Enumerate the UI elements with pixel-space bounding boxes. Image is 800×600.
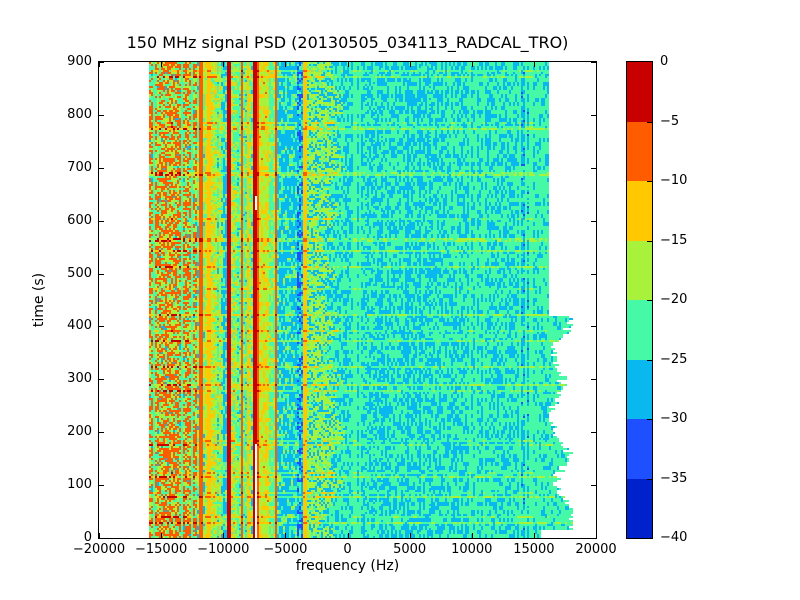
axis-tick: [285, 533, 286, 538]
x-tick-label: −15000: [135, 542, 188, 557]
x-tick-label: −5000: [263, 542, 308, 557]
y-tick-label: 0: [83, 530, 92, 545]
colorbar-tick-label: −15: [660, 232, 688, 248]
y-tick-label: 200: [67, 424, 92, 440]
axis-tick: [285, 62, 286, 67]
axis-tick: [596, 533, 597, 538]
y-tick-label: 500: [67, 265, 92, 281]
axis-tick: [534, 62, 535, 67]
y-tick-label: 900: [67, 54, 92, 69]
x-tick-label: −10000: [197, 542, 250, 557]
axis-tick: [348, 533, 349, 538]
axis-tick: [534, 533, 535, 538]
axis-tick: [99, 533, 100, 538]
axis-tick: [591, 115, 596, 116]
colorbar-segment: [627, 478, 652, 538]
axis-tick: [591, 485, 596, 486]
x-tick-label: 0: [343, 542, 352, 557]
x-tick-label: 5000: [393, 542, 427, 557]
colorbar-segment: [627, 419, 652, 479]
axis-tick: [99, 432, 104, 433]
axis-tick: [647, 122, 652, 123]
axis-tick: [223, 533, 224, 538]
colorbar-segment: [627, 300, 652, 360]
axis-tick: [591, 274, 596, 275]
axis-tick: [591, 62, 596, 63]
colorbar: [626, 61, 653, 539]
axis-tick: [99, 538, 104, 539]
axis-tick: [591, 326, 596, 327]
axis-tick: [647, 181, 652, 182]
x-tick-label: 15000: [513, 542, 555, 557]
axis-tick: [99, 326, 104, 327]
axis-tick: [99, 168, 104, 169]
axis-tick: [647, 360, 652, 361]
axis-tick: [647, 300, 652, 301]
axis-tick: [647, 419, 652, 420]
colorbar-tick-label: −5: [660, 113, 680, 129]
spectrogram-heatmap: [99, 62, 596, 538]
axis-tick: [99, 62, 104, 63]
colorbar-segment: [627, 121, 652, 182]
axis-tick: [591, 379, 596, 380]
y-tick-label: 800: [67, 106, 92, 122]
axis-tick: [410, 62, 411, 67]
axis-tick: [99, 221, 104, 222]
axis-tick: [591, 432, 596, 433]
axis-tick: [99, 379, 104, 380]
colorbar-tick-label: −35: [660, 470, 688, 486]
colorbar-segment: [627, 359, 652, 420]
axis-tick: [591, 168, 596, 169]
axis-tick: [99, 62, 100, 67]
colorbar-tick-label: −10: [660, 173, 688, 188]
colorbar-tick-label: −20: [660, 292, 688, 307]
axis-tick: [99, 485, 104, 486]
chart-title: 150 MHz signal PSD (20130505_034113_RADC…: [126, 33, 569, 52]
axis-tick: [161, 533, 162, 538]
axis-tick: [223, 62, 224, 67]
colorbar-tick-label: −30: [660, 411, 688, 426]
colorbar-tick-label: −25: [660, 351, 688, 367]
axis-tick: [348, 62, 349, 67]
axis-tick: [591, 221, 596, 222]
axis-tick: [472, 533, 473, 538]
y-tick-label: 600: [67, 212, 92, 228]
y-tick-label: 400: [67, 318, 92, 334]
plot-area: [98, 61, 597, 539]
y-tick-label: 100: [67, 477, 92, 493]
colorbar-tick-label: −40: [660, 530, 688, 545]
axis-tick: [99, 115, 104, 116]
colorbar-segment: [627, 181, 652, 241]
x-tick-label: 20000: [575, 542, 617, 557]
axis-tick: [647, 479, 652, 480]
colorbar-tick-label: 0: [660, 54, 669, 69]
y-tick-label: 300: [67, 371, 92, 387]
axis-tick: [596, 62, 597, 67]
y-tick-label: 700: [67, 159, 92, 175]
axis-tick: [472, 62, 473, 67]
x-tick-label: 10000: [451, 542, 493, 557]
colorbar-segment: [627, 62, 652, 122]
x-tick-label: −20000: [72, 542, 126, 557]
x-axis-label: frequency (Hz): [295, 558, 400, 574]
axis-tick: [99, 274, 104, 275]
axis-tick: [161, 62, 162, 67]
axis-tick: [591, 538, 596, 539]
colorbar-segment: [627, 240, 652, 301]
axis-tick: [647, 241, 652, 242]
axis-tick: [410, 533, 411, 538]
